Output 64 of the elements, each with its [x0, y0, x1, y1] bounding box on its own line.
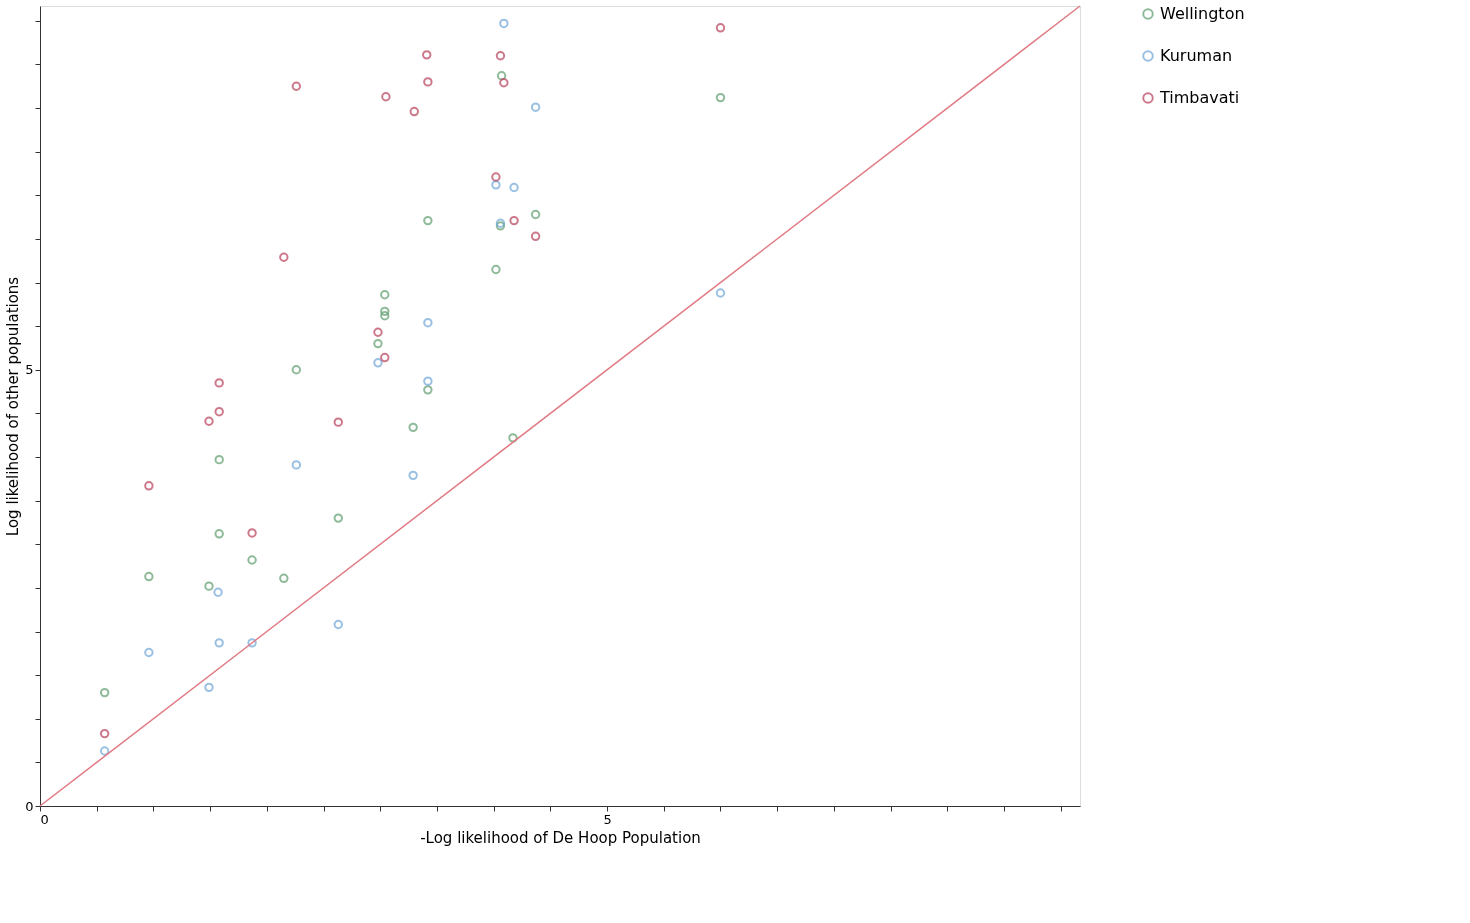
point: [279, 573, 289, 583]
point: [380, 311, 390, 321]
point: [291, 365, 302, 375]
point: [380, 290, 390, 300]
point: [214, 378, 224, 388]
point: [715, 288, 726, 298]
point: [144, 481, 154, 491]
point: [291, 81, 302, 91]
point: [213, 587, 223, 597]
point: [144, 571, 154, 582]
point: [247, 638, 257, 648]
point: [491, 264, 501, 275]
y-axis-title: Log likelihood of other populations: [4, 276, 23, 537]
point: [530, 209, 541, 220]
point: [423, 77, 433, 87]
point: [491, 180, 501, 190]
point: [333, 513, 343, 523]
point: [499, 78, 509, 88]
legend-label: Wellington: [1160, 4, 1245, 23]
point: [381, 92, 391, 102]
point: [99, 728, 110, 739]
point: [247, 555, 257, 565]
point: [99, 687, 110, 698]
point: [423, 376, 433, 386]
point: [715, 23, 726, 33]
point: [423, 215, 433, 226]
point: [380, 352, 390, 363]
point: [247, 528, 257, 538]
point: [214, 638, 224, 648]
point: [496, 71, 507, 81]
point: [408, 422, 418, 433]
point: [373, 358, 383, 368]
point: [214, 529, 224, 539]
legend-label: Kuruman: [1160, 46, 1233, 65]
point: [214, 454, 224, 465]
point: [279, 252, 289, 262]
point: [423, 385, 433, 395]
point: [380, 306, 390, 317]
point: [530, 102, 541, 112]
point: [530, 231, 541, 242]
point: [373, 338, 383, 349]
point: [422, 50, 432, 60]
point: [715, 92, 726, 103]
point: [144, 647, 154, 658]
point: [99, 746, 110, 756]
x-axis-title: -Log likelihood of De Hoop Population: [420, 828, 701, 847]
point: [214, 406, 224, 417]
point: [408, 470, 418, 481]
point: [291, 460, 302, 470]
point: [509, 182, 519, 193]
point: [423, 317, 433, 328]
point: [495, 51, 506, 61]
point: [333, 619, 343, 630]
point: [409, 106, 419, 117]
point: [204, 682, 214, 693]
point: [509, 215, 519, 226]
point: [499, 18, 509, 29]
point: [373, 327, 383, 337]
point: [508, 433, 518, 443]
legend-label: Timbavati: [1159, 88, 1240, 107]
point: [491, 172, 501, 182]
point: [204, 416, 214, 426]
point: [204, 581, 214, 591]
point: [333, 417, 343, 427]
